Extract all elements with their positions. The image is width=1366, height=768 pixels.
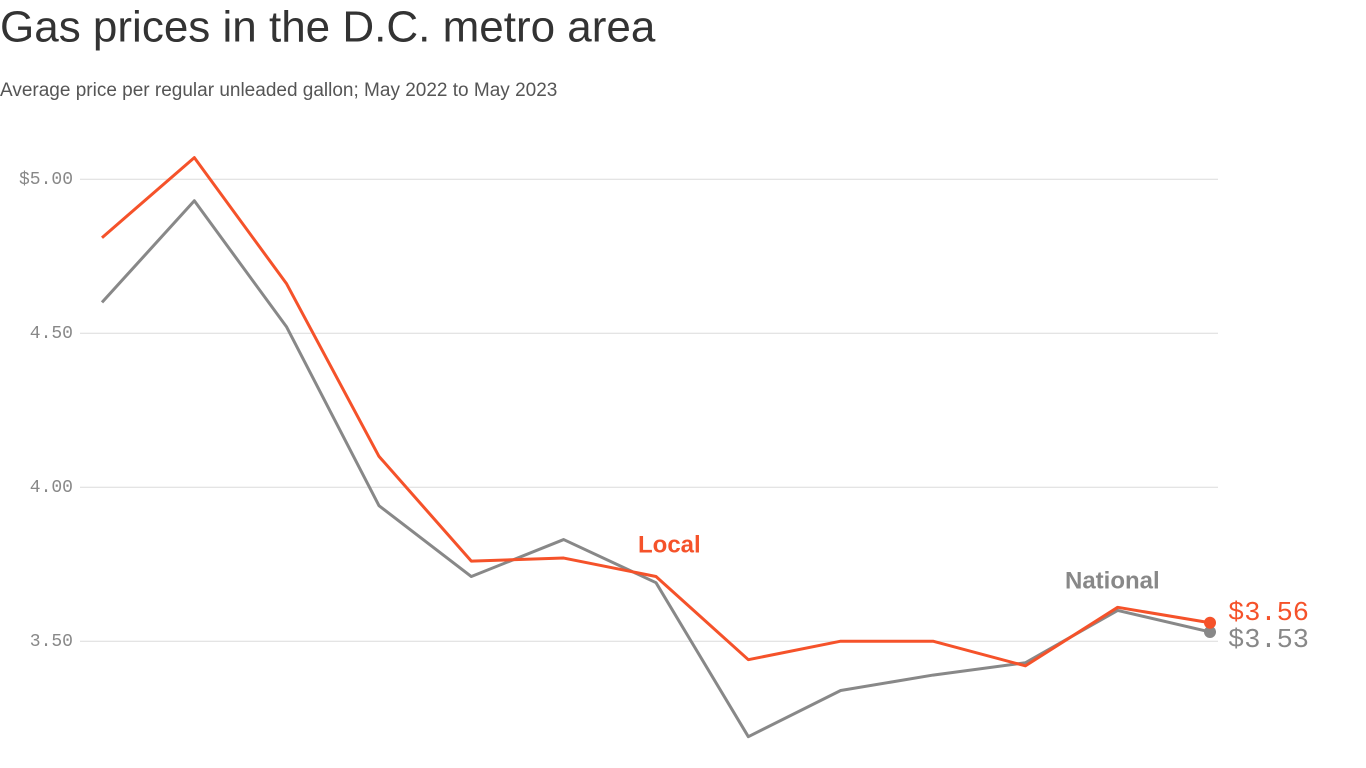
series-label: National <box>1065 567 1160 594</box>
value-label: $3.56 <box>1228 599 1309 629</box>
series-label: Local <box>638 531 701 558</box>
end-dot <box>1204 616 1216 629</box>
y-tick-label: $5.00 <box>19 170 73 190</box>
chart-title: Gas prices in the D.C. metro area <box>0 3 656 52</box>
value-label: $3.53 <box>1228 626 1309 656</box>
chart-subtitle: Average price per regular unleaded gallo… <box>0 80 557 101</box>
series-line <box>100 199 1211 739</box>
y-tick-label: 4.50 <box>30 324 73 344</box>
series-line <box>101 156 1211 668</box>
end-dot <box>1204 625 1216 638</box>
y-tick-label: 4.00 <box>30 478 73 498</box>
y-tick-label: 3.50 <box>30 632 73 652</box>
